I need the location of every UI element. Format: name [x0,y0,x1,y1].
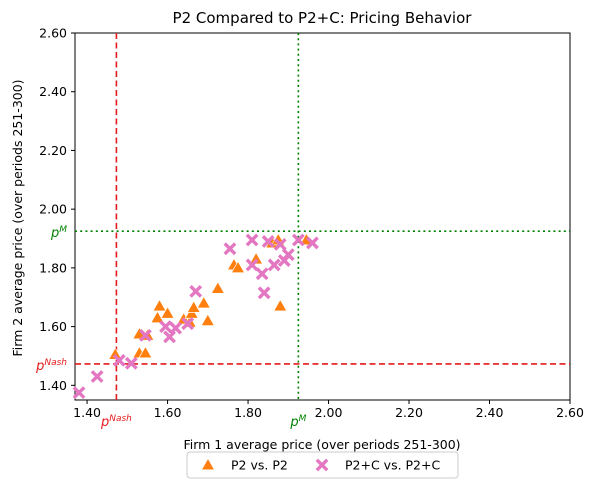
x-marker-stroke [189,284,203,298]
triangle-point [248,251,264,265]
x-tick-label: 1.80 [234,405,262,420]
triangle-point [210,281,225,294]
x-point [267,258,281,272]
y-tick-label: 2.40 [39,84,67,99]
x-point [124,356,138,370]
x-point [90,370,104,383]
x-point [257,286,271,300]
data-markers [72,232,319,400]
x-point [163,330,176,344]
y-tick-label: 2.20 [39,143,67,158]
x-point [306,236,319,250]
nash-x-axis-label: pNash [100,414,132,430]
monopoly-x-axis-label: pM [289,414,306,430]
x-marker-stroke [163,330,176,344]
x-point [245,258,259,272]
nash-y-axis-label: pNash [35,358,67,374]
x-point [255,267,269,281]
x-marker-stroke [90,370,104,383]
monopoly-y-axis-label: pM [50,225,67,241]
legend: P2 vs. P2 P2+C vs. P2+C [186,451,459,479]
x-point [261,235,275,248]
triangle-point [160,306,175,319]
x-marker-stroke [267,258,281,272]
x-marker-stroke [181,317,195,331]
plot-area [74,32,571,401]
triangle-point [150,310,165,324]
x-tick-label: 2.20 [395,405,423,420]
triangle-point [108,347,123,360]
y-tick-label: 1.80 [39,260,67,275]
x-point [189,284,203,298]
x-tick-label: 2.60 [556,405,584,420]
series-2 [72,233,319,400]
x-marker-stroke [139,329,152,342]
x-marker-stroke [112,353,126,367]
triangle-point [200,313,215,326]
y-tick-label: 1.40 [39,378,67,393]
x-marker-stroke [306,236,319,250]
y-tick-label: 2.00 [39,202,67,217]
x-marker-stroke [245,258,259,272]
y-axis-ticks: 1.40 1.60 1.80 2.00 2.20 2.40 2.60 [39,26,75,393]
x-marker-stroke [261,235,275,248]
x-point [181,317,195,331]
x-point [169,321,183,335]
x-marker-stroke [169,321,183,335]
x-marker-stroke [72,386,86,400]
x-point [72,386,86,400]
series-1 [108,232,314,360]
x-point [112,353,126,367]
x-marker-stroke [257,286,271,300]
x-marker-stroke [273,237,287,251]
triangle-point [138,345,153,359]
x-point [273,237,287,251]
x-tick-label: 1.40 [73,405,101,420]
x-point [291,233,305,247]
x-axis-ticks: 1.40 1.60 1.80 2.00 2.20 2.40 2.60 [73,400,584,420]
x-axis-label: Firm 1 average price (over periods 251-3… [183,437,460,452]
legend-label: P2+C vs. P2+C [345,458,440,473]
x-marker-stroke [255,267,269,281]
x-tick-label: 1.60 [154,405,182,420]
x-marker-stroke [291,233,305,247]
legend-label: P2 vs. P2 [231,458,288,473]
chart-title: P2 Compared to P2+C: Pricing Behavior [173,9,473,27]
x-marker-stroke [124,356,138,370]
x-marker-stroke [315,458,329,472]
x-marker-stroke [223,242,237,256]
x-point [223,242,237,256]
x-point [139,329,152,342]
y-axis-label: Firm 2 average price (over periods 251-3… [10,79,25,356]
y-tick-label: 1.60 [39,319,67,334]
x-tick-label: 2.00 [315,405,343,420]
triangle-point [196,295,211,309]
x-marker-stroke [159,320,172,334]
x-point [245,233,259,247]
triangle-point [230,260,246,274]
x-point [159,320,172,334]
reference-lines: pNash pNash pM pM [35,33,570,430]
triangle-point [273,298,288,312]
x-point [281,248,295,262]
triangle-point [186,300,201,313]
plot-frame [74,32,571,401]
y-tick-label: 2.60 [39,26,67,41]
triangle-point [152,298,167,312]
legend-x-icon [315,458,329,472]
legend-triangle-icon [200,457,216,471]
x-marker-stroke [245,233,259,247]
x-marker-stroke [281,248,295,262]
x-tick-label: 2.40 [476,405,504,420]
